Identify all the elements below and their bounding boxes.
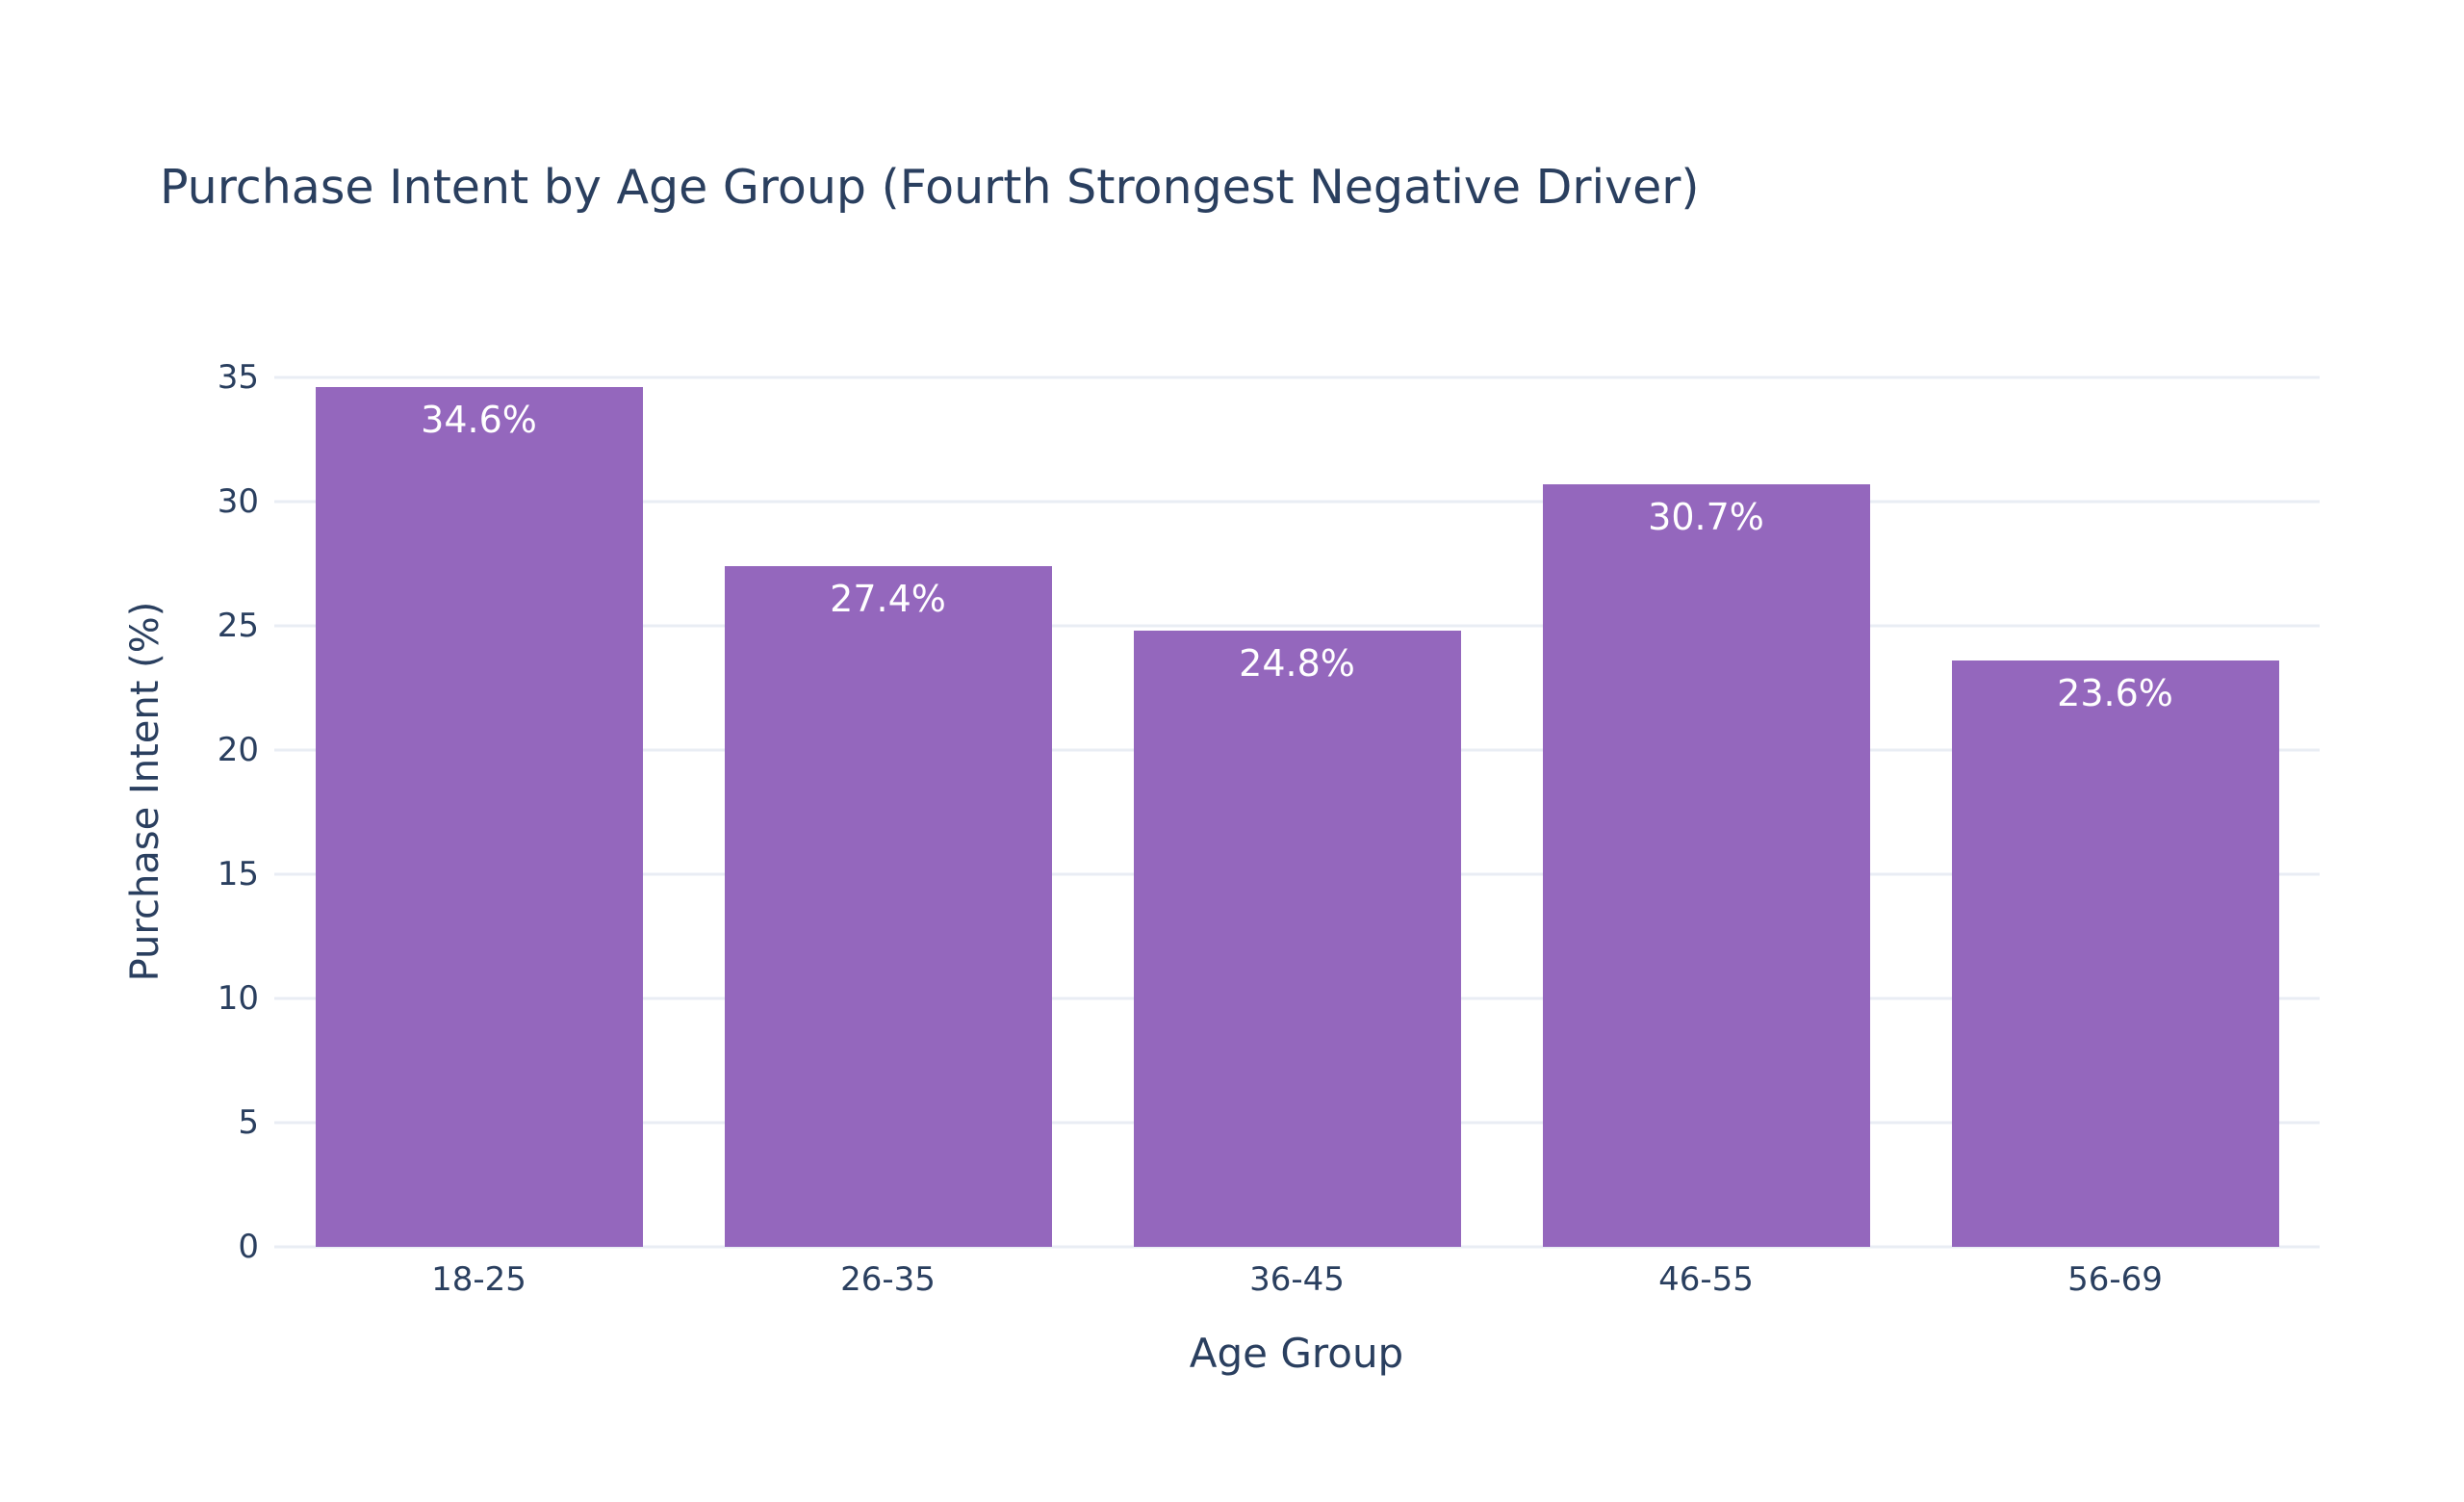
x-tick-label-46-55: 46-55 [1658,1260,1754,1299]
bar-value-label-26-35: 27.4% [830,578,946,621]
y-tick-label-30: 30 [217,482,259,521]
chart-title: Purchase Intent by Age Group (Fourth Str… [160,160,1700,215]
x-axis-title: Age Group [1189,1330,1404,1377]
y-tick-label-25: 25 [217,607,259,645]
bar-18-25: 34.6% [315,387,643,1247]
bar-46-55: 30.7% [1542,483,1870,1247]
gridline-y-30 [274,500,2320,504]
x-tick-label-56-69: 56-69 [2067,1260,2163,1299]
bar-26-35: 27.4% [724,566,1052,1247]
bar-value-label-36-45: 24.8% [1239,642,1355,686]
gridline-y-25 [274,624,2320,628]
bar-value-label-46-55: 30.7% [1648,495,1764,538]
x-tick-label-26-35: 26-35 [840,1260,936,1299]
plot-area: 0 5 10 15 20 25 30 35 34.6% 27.4% 24.8% 30.7% 23.6%… [218,361,2320,1299]
y-tick-label-20: 20 [217,731,259,769]
y-tick-label-10: 10 [217,979,259,1018]
y-tick-label-0: 0 [238,1228,259,1266]
bar-value-label-56-69: 23.6% [2057,672,2173,715]
y-tick-label-35: 35 [217,358,259,397]
y-tick-label-5: 5 [238,1103,259,1142]
gridline-y-35 [274,376,2320,379]
y-tick-label-15: 15 [217,855,259,893]
bar-36-45: 24.8% [1133,631,1461,1247]
y-axis-title: Purchase Intent (%) [123,601,167,982]
bar-56-69: 23.6% [1951,660,2279,1247]
bar-value-label-18-25: 34.6% [421,399,537,442]
x-tick-label-36-45: 36-45 [1249,1260,1345,1299]
gridline-y-0 [274,1245,2320,1249]
x-tick-label-18-25: 18-25 [431,1260,526,1299]
